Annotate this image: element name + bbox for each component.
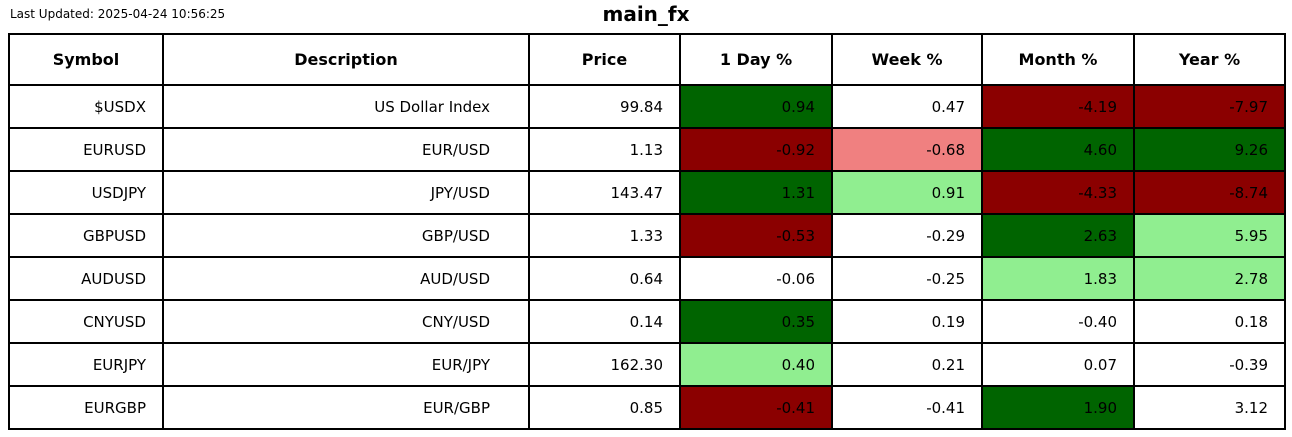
cell-year-pct: -7.97 [1133, 84, 1286, 129]
cell-description: CNY/USD [162, 299, 530, 344]
cell-week-pct: 0.47 [831, 84, 983, 129]
cell-year-pct: -0.39 [1133, 342, 1286, 387]
cell-week-pct: -0.29 [831, 213, 983, 258]
table-row: EURJPY EUR/JPY 162.30 0.40 0.21 0.07 -0.… [8, 342, 1286, 387]
cell-month-pct: 2.63 [981, 213, 1135, 258]
cell-day-pct: 0.40 [679, 342, 833, 387]
cell-day-pct: -0.53 [679, 213, 833, 258]
last-updated-label: Last Updated: 2025-04-24 10:56:25 [10, 7, 226, 21]
cell-year-pct: 9.26 [1133, 127, 1286, 172]
table-row: EURUSD EUR/USD 1.13 -0.92 -0.68 4.60 9.2… [8, 127, 1286, 172]
cell-symbol: EURUSD [8, 127, 164, 172]
cell-day-pct: -0.92 [679, 127, 833, 172]
cell-description: GBP/USD [162, 213, 530, 258]
cell-year-pct: 5.95 [1133, 213, 1286, 258]
cell-symbol: USDJPY [8, 170, 164, 215]
cell-day-pct: -0.06 [679, 256, 833, 301]
cell-month-pct: 1.83 [981, 256, 1135, 301]
cell-month-pct: -0.40 [981, 299, 1135, 344]
cell-week-pct: -0.41 [831, 385, 983, 430]
cell-price: 143.47 [528, 170, 681, 215]
cell-day-pct: 0.35 [679, 299, 833, 344]
cell-week-pct: 0.91 [831, 170, 983, 215]
cell-month-pct: -4.19 [981, 84, 1135, 129]
cell-symbol: EURJPY [8, 342, 164, 387]
cell-week-pct: 0.21 [831, 342, 983, 387]
cell-description: EUR/GBP [162, 385, 530, 430]
cell-price: 1.13 [528, 127, 681, 172]
cell-description: JPY/USD [162, 170, 530, 215]
cell-price: 99.84 [528, 84, 681, 129]
cell-symbol: GBPUSD [8, 213, 164, 258]
cell-day-pct: 1.31 [679, 170, 833, 215]
cell-week-pct: -0.68 [831, 127, 983, 172]
cell-week-pct: -0.25 [831, 256, 983, 301]
cell-year-pct: 0.18 [1133, 299, 1286, 344]
col-header-day-pct: 1 Day % [679, 33, 833, 86]
cell-price: 0.85 [528, 385, 681, 430]
cell-month-pct: 0.07 [981, 342, 1135, 387]
col-header-symbol: Symbol [8, 33, 164, 86]
cell-month-pct: 4.60 [981, 127, 1135, 172]
cell-description: US Dollar Index [162, 84, 530, 129]
table-row: AUDUSD AUD/USD 0.64 -0.06 -0.25 1.83 2.7… [8, 256, 1286, 301]
cell-description: AUD/USD [162, 256, 530, 301]
cell-price: 0.64 [528, 256, 681, 301]
cell-price: 1.33 [528, 213, 681, 258]
cell-symbol: EURGBP [8, 385, 164, 430]
col-header-description: Description [162, 33, 530, 86]
col-header-week-pct: Week % [831, 33, 983, 86]
table-row: EURGBP EUR/GBP 0.85 -0.41 -0.41 1.90 3.1… [8, 385, 1286, 430]
col-header-year-pct: Year % [1133, 33, 1286, 86]
cell-year-pct: 2.78 [1133, 256, 1286, 301]
col-header-price: Price [528, 33, 681, 86]
cell-year-pct: -8.74 [1133, 170, 1286, 215]
cell-month-pct: 1.90 [981, 385, 1135, 430]
cell-symbol: $USDX [8, 84, 164, 129]
cell-month-pct: -4.33 [981, 170, 1135, 215]
table-row: $USDX US Dollar Index 99.84 0.94 0.47 -4… [8, 84, 1286, 129]
cell-price: 162.30 [528, 342, 681, 387]
cell-day-pct: -0.41 [679, 385, 833, 430]
header-row: Symbol Description Price 1 Day % Week % … [8, 33, 1286, 86]
table-row: CNYUSD CNY/USD 0.14 0.35 0.19 -0.40 0.18 [8, 299, 1286, 344]
cell-week-pct: 0.19 [831, 299, 983, 344]
table-row: GBPUSD GBP/USD 1.33 -0.53 -0.29 2.63 5.9… [8, 213, 1286, 258]
cell-day-pct: 0.94 [679, 84, 833, 129]
fx-table: Symbol Description Price 1 Day % Week % … [8, 33, 1286, 430]
cell-symbol: CNYUSD [8, 299, 164, 344]
cell-symbol: AUDUSD [8, 256, 164, 301]
chart-title: main_fx [602, 2, 690, 26]
cell-price: 0.14 [528, 299, 681, 344]
table-row: USDJPY JPY/USD 143.47 1.31 0.91 -4.33 -8… [8, 170, 1286, 215]
cell-description: EUR/USD [162, 127, 530, 172]
col-header-month-pct: Month % [981, 33, 1135, 86]
cell-year-pct: 3.12 [1133, 385, 1286, 430]
cell-description: EUR/JPY [162, 342, 530, 387]
